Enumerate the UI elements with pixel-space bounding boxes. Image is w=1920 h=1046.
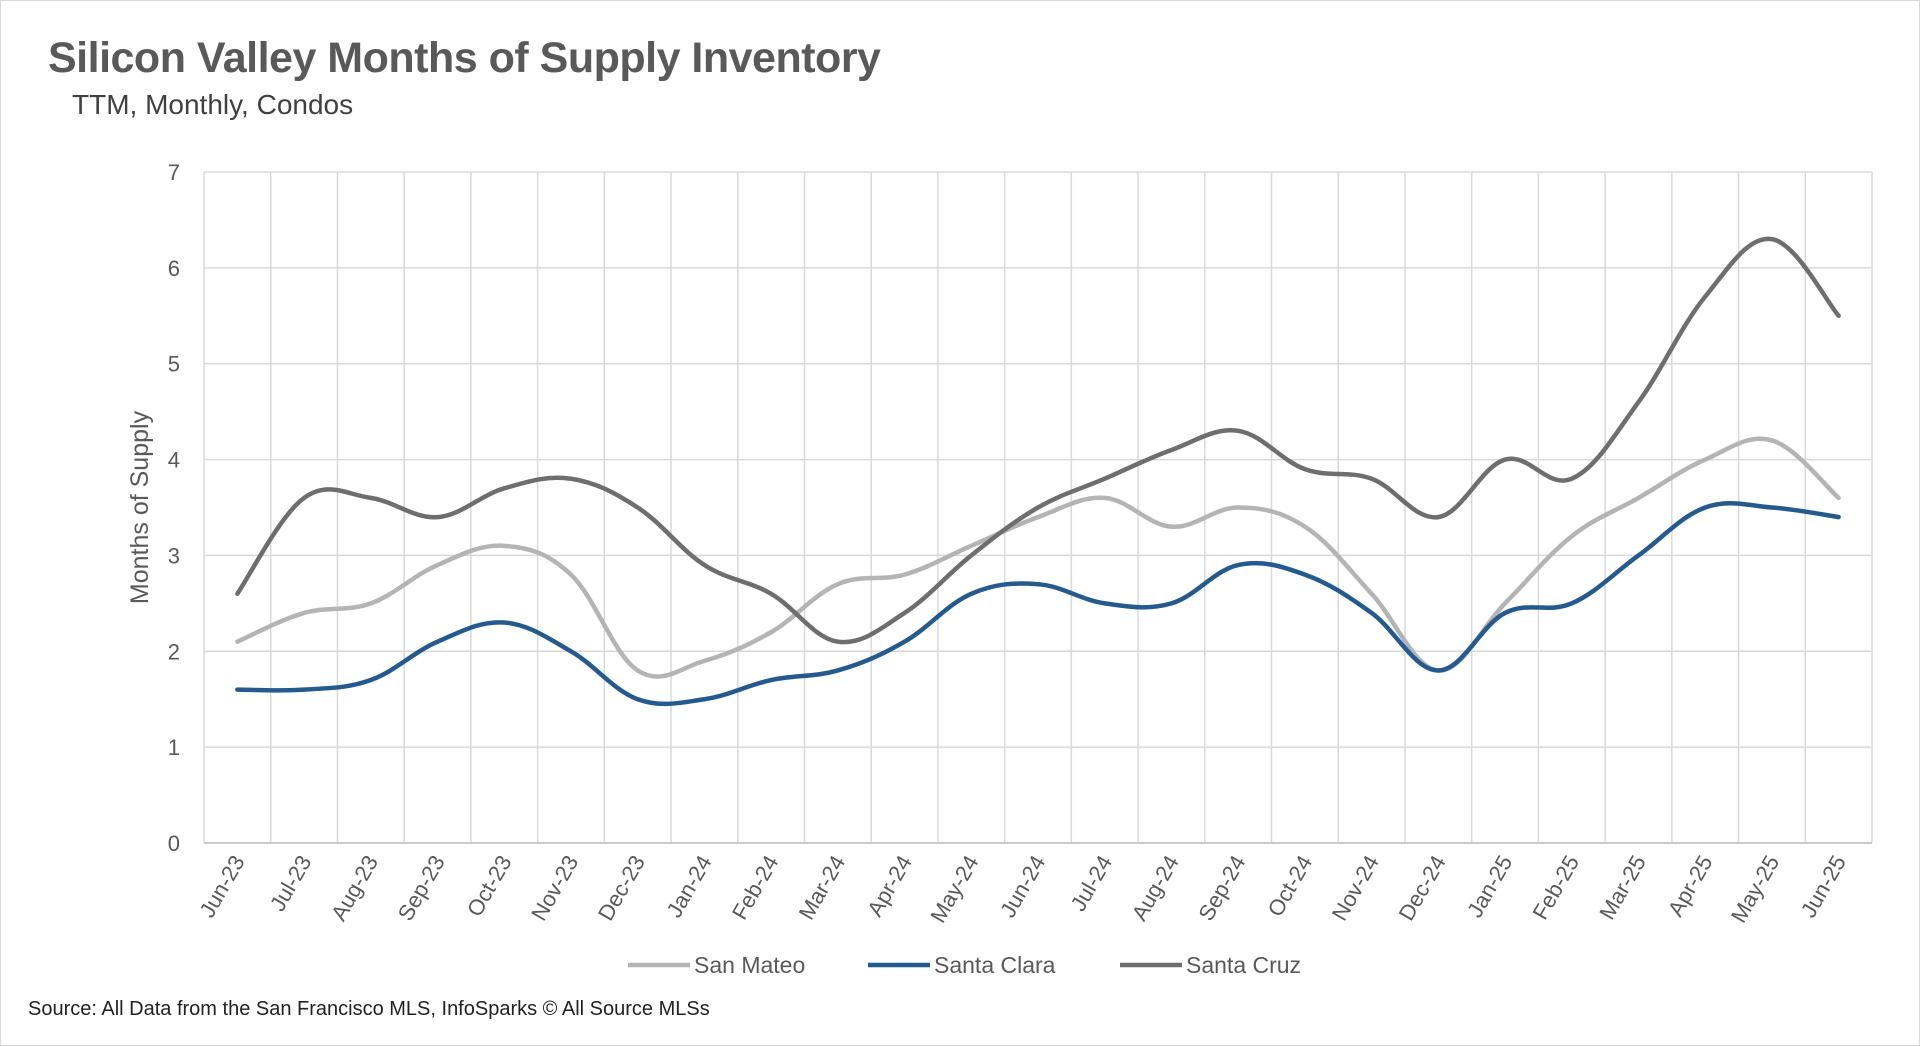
x-tick-label: Oct-23 <box>462 851 517 921</box>
y-axis-label: Months of Supply <box>126 410 154 604</box>
series-line-santa-cruz <box>235 236 1841 645</box>
x-tick-label: Dec-24 <box>1394 851 1451 925</box>
x-tick-label: Dec-23 <box>593 851 650 925</box>
y-tick-label: 4 <box>168 448 180 473</box>
x-tick-label: Jan-25 <box>1462 851 1517 922</box>
x-tick-label: May-25 <box>1726 851 1784 927</box>
legend-label-santa-clara: Santa Clara <box>934 952 1056 978</box>
x-tick-label: Apr-24 <box>862 851 917 921</box>
x-tick-label: Nov-24 <box>1327 851 1384 925</box>
x-tick-label: Feb-25 <box>1528 851 1585 924</box>
source-note: Source: All Data from the San Francisco … <box>28 998 710 1020</box>
y-tick-label: 0 <box>168 831 180 856</box>
x-tick-label: Jul-23 <box>265 851 317 915</box>
x-tick-label: Sep-24 <box>1193 851 1250 925</box>
x-tick-label: Aug-23 <box>326 851 383 925</box>
x-tick-label: Jun-23 <box>194 851 249 922</box>
legend-label-santa-cruz: Santa Cruz <box>1186 952 1301 978</box>
x-tick-label: May-24 <box>925 851 983 927</box>
x-tick-label: Jul-24 <box>1065 851 1117 915</box>
legend-label-san-mateo: San Mateo <box>694 952 805 978</box>
y-tick-label: 6 <box>168 256 180 281</box>
x-tick-label: Sep-23 <box>393 851 450 925</box>
x-tick-label: Aug-24 <box>1127 851 1184 925</box>
x-tick-label: Jan-24 <box>661 851 716 922</box>
y-tick-label: 3 <box>168 543 180 568</box>
series-line-santa-clara <box>235 501 1841 707</box>
series-line-san-mateo <box>235 436 1841 679</box>
y-tick-label: 7 <box>168 160 180 185</box>
x-tick-label: Jun-24 <box>995 851 1050 922</box>
x-tick-label: Nov-23 <box>526 851 583 925</box>
x-tick-label: Mar-25 <box>1594 851 1650 924</box>
y-tick-label: 5 <box>168 352 180 377</box>
x-tick-label: Jun-25 <box>1796 851 1851 922</box>
chart-title: Silicon Valley Months of Supply Inventor… <box>48 34 881 82</box>
y-tick-label: 2 <box>168 639 180 664</box>
x-tick-label: Feb-24 <box>727 851 784 924</box>
chart-subtitle: TTM, Monthly, Condos <box>72 89 354 120</box>
x-tick-label: Apr-25 <box>1663 851 1718 921</box>
x-tick-label: Mar-24 <box>794 851 850 924</box>
x-tick-label: Oct-24 <box>1263 851 1318 921</box>
y-tick-label: 1 <box>168 735 180 760</box>
